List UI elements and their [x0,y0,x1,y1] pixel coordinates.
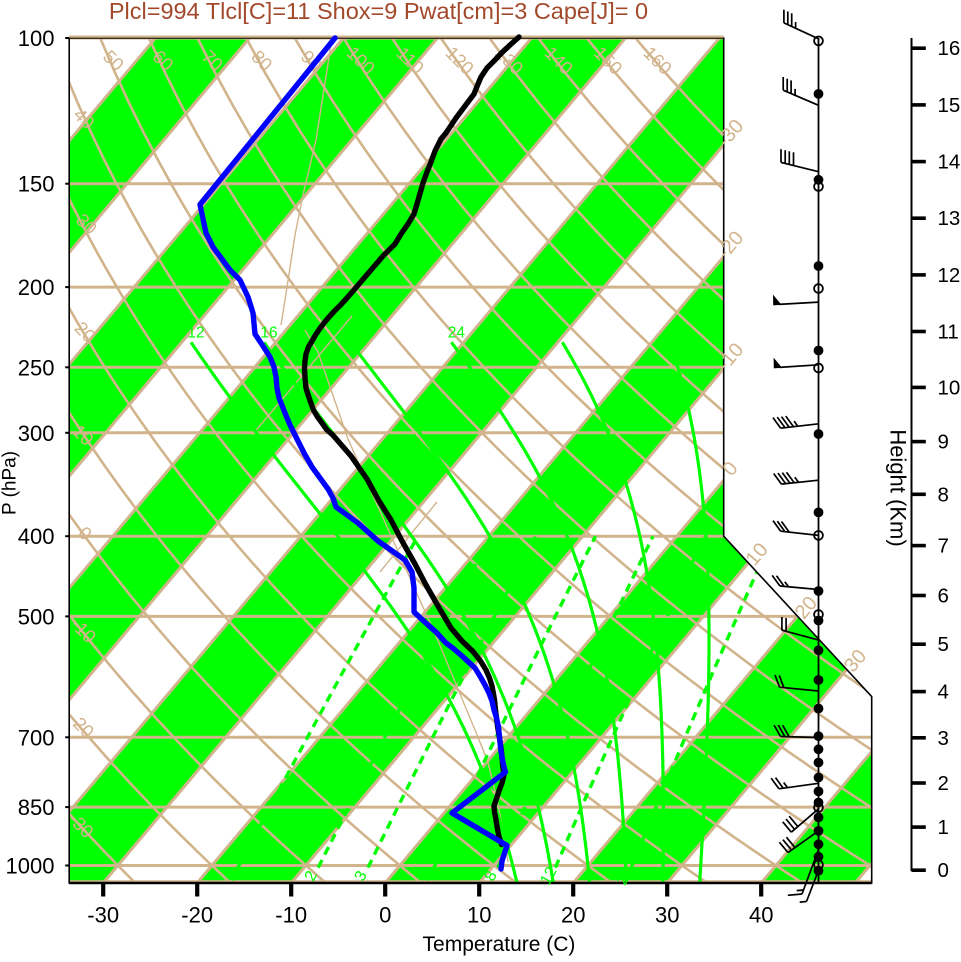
svg-text:9: 9 [938,431,949,454]
svg-text:24: 24 [448,324,466,341]
svg-text:30: 30 [655,903,679,928]
svg-text:Temperature (C): Temperature (C) [423,933,576,956]
svg-text:400: 400 [18,524,55,549]
svg-text:Height (Km): Height (Km) [886,429,911,546]
svg-text:Plcl=994 Tlcl[C]=11 Shox=9 Pwa: Plcl=994 Tlcl[C]=11 Shox=9 Pwat[cm]=3 Ca… [109,0,648,24]
svg-text:10: 10 [467,903,491,928]
svg-text:12: 12 [537,864,560,888]
svg-text:15: 15 [938,94,961,117]
svg-text:-10: -10 [275,903,307,928]
svg-text:16: 16 [260,324,277,341]
svg-text:1000: 1000 [6,854,55,879]
svg-text:10: 10 [938,376,961,399]
svg-text:500: 500 [18,604,55,629]
svg-text:200: 200 [18,275,55,300]
svg-text:14: 14 [938,151,961,174]
svg-text:12: 12 [187,324,204,341]
svg-text:20: 20 [614,864,637,888]
svg-text:100: 100 [18,26,55,51]
svg-text:3: 3 [938,727,949,750]
svg-text:0: 0 [379,903,391,928]
svg-text:2: 2 [938,772,949,795]
svg-text:7: 7 [938,535,949,558]
svg-text:16: 16 [938,37,961,60]
svg-text:-30: -30 [87,903,119,928]
svg-text:250: 250 [18,355,55,380]
svg-text:300: 300 [18,421,55,446]
svg-text:0: 0 [938,859,949,882]
svg-text:20: 20 [347,324,365,341]
svg-text:850: 850 [18,795,55,820]
svg-text:P (hPa): P (hPa) [0,451,21,515]
svg-text:40: 40 [749,903,773,928]
svg-text:-20: -20 [181,903,213,928]
svg-text:8: 8 [938,483,949,506]
svg-text:4: 4 [938,681,949,704]
svg-text:12: 12 [938,264,961,287]
svg-text:6: 6 [938,585,949,608]
svg-text:1: 1 [938,816,949,839]
svg-text:13: 13 [938,207,961,230]
svg-text:20: 20 [561,903,585,928]
svg-text:150: 150 [18,172,55,197]
svg-text:5: 5 [938,633,949,656]
svg-text:32: 32 [666,324,683,341]
svg-text:11: 11 [938,321,959,344]
svg-text:700: 700 [18,725,55,750]
